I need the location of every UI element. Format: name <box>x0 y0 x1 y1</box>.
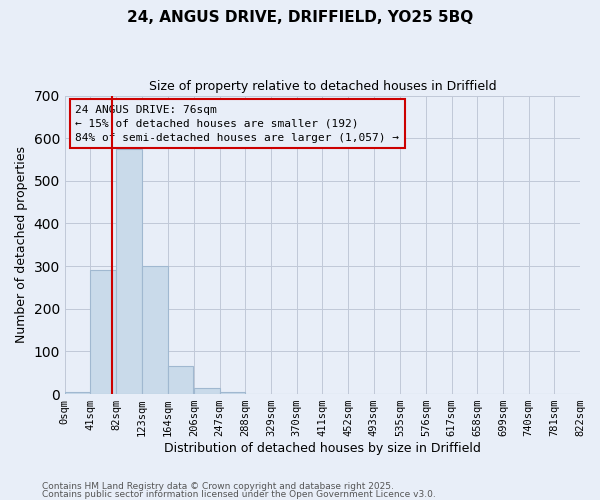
Bar <box>220 392 245 394</box>
X-axis label: Distribution of detached houses by size in Driffield: Distribution of detached houses by size … <box>164 442 481 455</box>
Bar <box>116 149 142 394</box>
Text: 24, ANGUS DRIVE, DRIFFIELD, YO25 5BQ: 24, ANGUS DRIVE, DRIFFIELD, YO25 5BQ <box>127 10 473 25</box>
Bar <box>142 266 167 394</box>
Title: Size of property relative to detached houses in Driffield: Size of property relative to detached ho… <box>149 80 496 93</box>
Bar <box>194 388 220 394</box>
Y-axis label: Number of detached properties: Number of detached properties <box>15 146 28 344</box>
Bar <box>65 392 91 394</box>
Text: Contains public sector information licensed under the Open Government Licence v3: Contains public sector information licen… <box>42 490 436 499</box>
Bar <box>167 366 193 394</box>
Text: Contains HM Land Registry data © Crown copyright and database right 2025.: Contains HM Land Registry data © Crown c… <box>42 482 394 491</box>
Text: 24 ANGUS DRIVE: 76sqm
← 15% of detached houses are smaller (192)
84% of semi-det: 24 ANGUS DRIVE: 76sqm ← 15% of detached … <box>75 104 399 142</box>
Bar <box>91 270 116 394</box>
